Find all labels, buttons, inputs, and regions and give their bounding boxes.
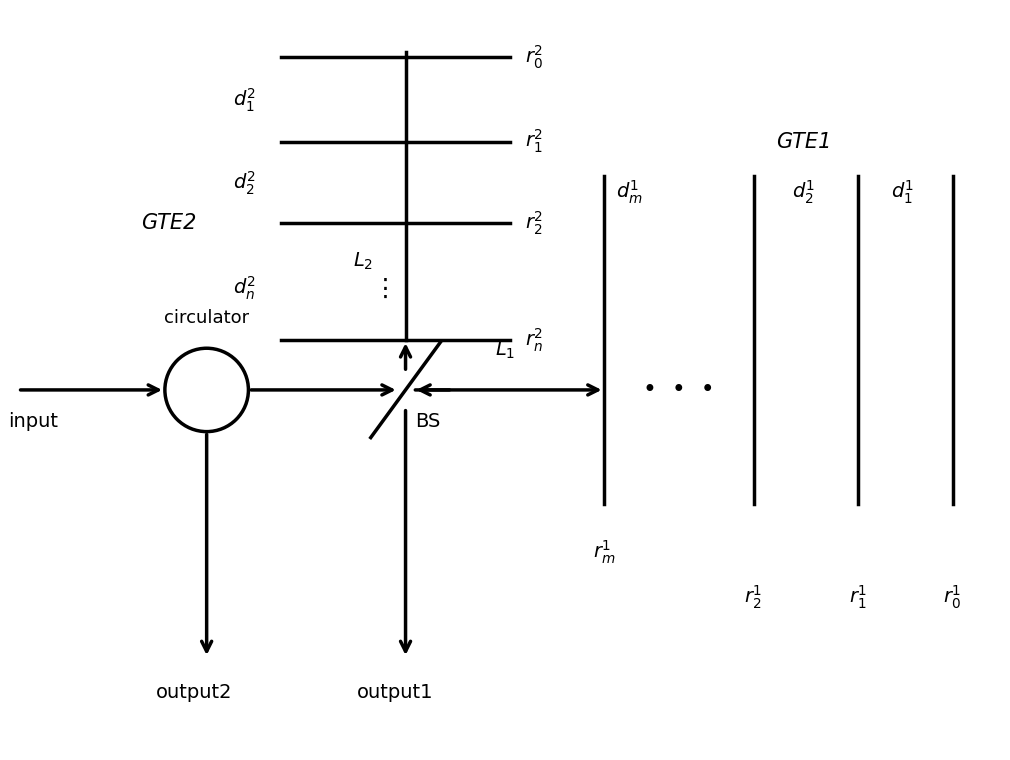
Text: $r_1^2$: $r_1^2$	[525, 128, 543, 156]
Text: input: input	[8, 412, 58, 431]
Text: $r_0^1$: $r_0^1$	[943, 584, 962, 611]
Text: $d_1^1$: $d_1^1$	[891, 179, 914, 206]
Text: output2: output2	[156, 683, 232, 702]
Text: $d_n^2$: $d_n^2$	[233, 275, 257, 302]
Text: BS: BS	[415, 412, 441, 431]
Text: GTE1: GTE1	[776, 131, 831, 152]
Text: $L_2$: $L_2$	[352, 250, 373, 271]
Text: ⋮: ⋮	[373, 277, 398, 301]
Text: $r_n^2$: $r_n^2$	[525, 327, 543, 354]
Text: $r_m^1$: $r_m^1$	[593, 539, 616, 566]
Text: $L_1$: $L_1$	[495, 340, 515, 361]
Text: $r_1^1$: $r_1^1$	[848, 584, 868, 611]
Text: output1: output1	[358, 683, 434, 702]
Text: $d_2^2$: $d_2^2$	[233, 169, 257, 197]
Text: $d_2^1$: $d_2^1$	[792, 179, 815, 206]
Text: •  •  •: • • •	[643, 378, 715, 402]
Text: $r_2^1$: $r_2^1$	[744, 584, 763, 611]
Text: $r_0^2$: $r_0^2$	[525, 43, 543, 71]
Text: GTE2: GTE2	[141, 213, 197, 233]
Text: $r_2^2$: $r_2^2$	[525, 210, 543, 237]
Text: $d_1^2$: $d_1^2$	[233, 87, 257, 114]
Text: $d_m^1$: $d_m^1$	[616, 179, 642, 206]
Text: circulator: circulator	[164, 309, 249, 328]
